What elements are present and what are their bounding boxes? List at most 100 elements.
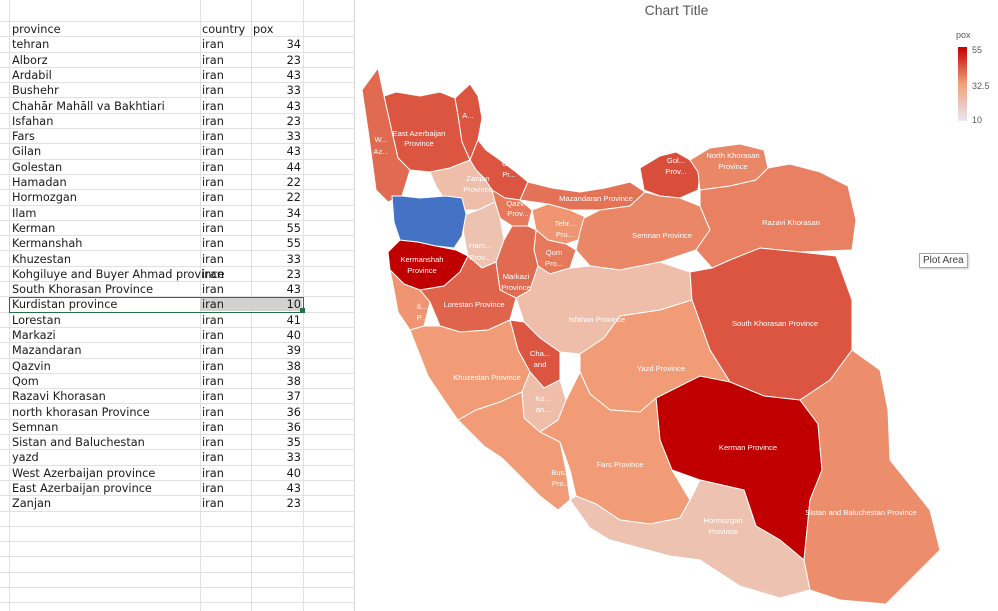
province-cell[interactable]: Hormozgan [12, 191, 77, 205]
pox-cell[interactable]: 43 [286, 99, 301, 113]
pox-cell[interactable]: 10 [286, 298, 301, 312]
country-cell[interactable]: iran [202, 206, 224, 220]
fill-handle[interactable] [300, 308, 305, 314]
map-chart[interactable]: East Azerbaijan Province A... W... Az... Gi..… [355, 0, 998, 611]
pox-cell[interactable]: 33 [286, 84, 301, 98]
pox-cell[interactable]: 38 [286, 374, 301, 388]
pox-cell[interactable]: 23 [286, 53, 301, 67]
pox-cell[interactable]: 40 [286, 329, 301, 342]
header-country[interactable]: country [202, 23, 246, 36]
province-cell[interactable]: Kurdistan province [12, 298, 118, 312]
table-row[interactable]: Alborz iran 23 [0, 53, 354, 68]
country-cell[interactable]: iran [202, 497, 224, 511]
pox-cell[interactable]: 36 [286, 405, 301, 419]
country-cell[interactable]: iran [202, 359, 224, 373]
table-row[interactable]: West Azerbaijan province iran 40 [0, 466, 354, 481]
pox-cell[interactable]: 34 [286, 38, 301, 52]
table-row[interactable]: Lorestan iran 41 [0, 313, 354, 328]
table-row[interactable]: East Azerbaijan province iran 43 [0, 481, 354, 497]
province-cell[interactable]: Fars [12, 130, 35, 144]
province-cell[interactable]: Zanjan [12, 497, 52, 511]
province-cell[interactable]: Hamadan [12, 176, 67, 189]
country-cell[interactable]: iran [202, 160, 224, 174]
table-row[interactable]: Sistan and Baluchestan iran 35 [0, 435, 354, 451]
region-w-az[interactable] [361, 66, 411, 203]
empty-row[interactable] [0, 603, 354, 611]
province-cell[interactable]: Kohgiluye and Buyer Ahmad province [12, 267, 225, 281]
country-cell[interactable]: iran [202, 53, 224, 67]
pox-cell[interactable]: 43 [286, 68, 301, 82]
pox-cell[interactable]: 23 [286, 497, 301, 511]
header-province[interactable]: province [12, 23, 61, 36]
province-cell[interactable]: Ilam [12, 206, 37, 220]
pox-cell[interactable]: 43 [286, 145, 301, 159]
region-hormozgan-province[interactable] [569, 479, 811, 599]
country-cell[interactable]: iran [202, 451, 224, 465]
table-row[interactable]: Kermanshah iran 55 [0, 236, 354, 252]
pox-cell[interactable]: 39 [286, 344, 301, 358]
province-cell[interactable]: tehran [12, 38, 50, 52]
chart-title[interactable]: Chart Title [644, 2, 709, 18]
province-cell[interactable]: Ardabil [12, 68, 52, 82]
header-row[interactable]: province country pox [0, 22, 354, 38]
country-cell[interactable]: iran [202, 344, 224, 358]
pox-cell[interactable]: 37 [286, 390, 301, 404]
province-cell[interactable]: Markazi [12, 329, 56, 342]
table-row[interactable]: Semnan iran 36 [0, 420, 354, 436]
province-cell[interactable]: yazd [12, 451, 39, 465]
table-row[interactable]: Hormozgan iran 22 [0, 190, 354, 206]
country-cell[interactable]: iran [202, 221, 224, 235]
country-cell[interactable]: iran [202, 145, 224, 159]
table-row[interactable]: Isfahan iran 23 [0, 114, 354, 130]
province-cell[interactable]: Lorestan [12, 313, 61, 327]
table-row[interactable]: Mazandaran iran 39 [0, 343, 354, 359]
table-row[interactable]: Kerman iran 55 [0, 221, 354, 237]
province-cell[interactable]: West Azerbaijan province [12, 466, 156, 480]
country-cell[interactable]: iran [202, 390, 224, 404]
empty-row[interactable] [0, 7, 354, 22]
province-cell[interactable]: Alborz [12, 53, 48, 67]
province-cell[interactable]: South Khorasan Province [12, 283, 154, 297]
pox-cell[interactable]: 22 [286, 191, 301, 205]
province-cell[interactable]: Qazvin [12, 359, 51, 373]
country-cell[interactable]: iran [202, 99, 224, 113]
pox-cell[interactable]: 33 [286, 451, 301, 465]
country-cell[interactable]: iran [202, 237, 224, 251]
province-cell[interactable]: East Azerbaijan province [12, 482, 152, 495]
country-cell[interactable]: iran [202, 283, 224, 297]
province-cell[interactable]: north khorasan Province [12, 405, 150, 419]
country-cell[interactable]: iran [202, 38, 224, 52]
pox-cell[interactable]: 55 [286, 237, 301, 251]
province-cell[interactable]: Kerman [12, 221, 56, 235]
header-pox[interactable]: pox [253, 23, 274, 36]
pox-cell[interactable]: 44 [286, 160, 301, 174]
country-cell[interactable]: iran [202, 68, 224, 82]
empty-row[interactable] [0, 527, 354, 543]
table-row[interactable]: Kurdistan province iran 10 [0, 297, 354, 314]
table-row[interactable]: tehran iran 34 [0, 37, 354, 53]
province-cell[interactable]: Isfahan [12, 114, 54, 128]
table-row[interactable]: Hamadan iran 22 [0, 175, 354, 191]
pox-cell[interactable]: 55 [286, 221, 301, 235]
table-row[interactable]: Bushehr iran 33 [0, 83, 354, 99]
country-cell[interactable]: iran [202, 191, 224, 205]
table-row[interactable]: Razavi Khorasan iran 37 [0, 389, 354, 405]
country-cell[interactable]: iran [202, 176, 224, 189]
country-cell[interactable]: iran [202, 130, 224, 144]
table-row[interactable]: Qom iran 38 [0, 374, 354, 390]
table-row[interactable]: Ilam iran 34 [0, 206, 354, 221]
province-cell[interactable]: Mazandaran [12, 344, 82, 358]
province-cell[interactable]: Qom [12, 374, 39, 388]
province-cell[interactable]: Sistan and Baluchestan [12, 436, 145, 450]
country-cell[interactable]: iran [202, 405, 224, 419]
table-row[interactable]: north khorasan Province iran 36 [0, 405, 354, 420]
pox-cell[interactable]: 22 [286, 176, 301, 189]
empty-row[interactable] [0, 558, 354, 573]
pox-cell[interactable]: 43 [286, 482, 301, 495]
province-cell[interactable]: Bushehr [12, 84, 59, 98]
country-cell[interactable]: iran [202, 329, 224, 342]
country-cell[interactable]: iran [202, 420, 224, 434]
pox-cell[interactable]: 36 [286, 420, 301, 434]
province-cell[interactable]: Gilan [12, 145, 42, 159]
empty-row[interactable] [0, 588, 354, 604]
